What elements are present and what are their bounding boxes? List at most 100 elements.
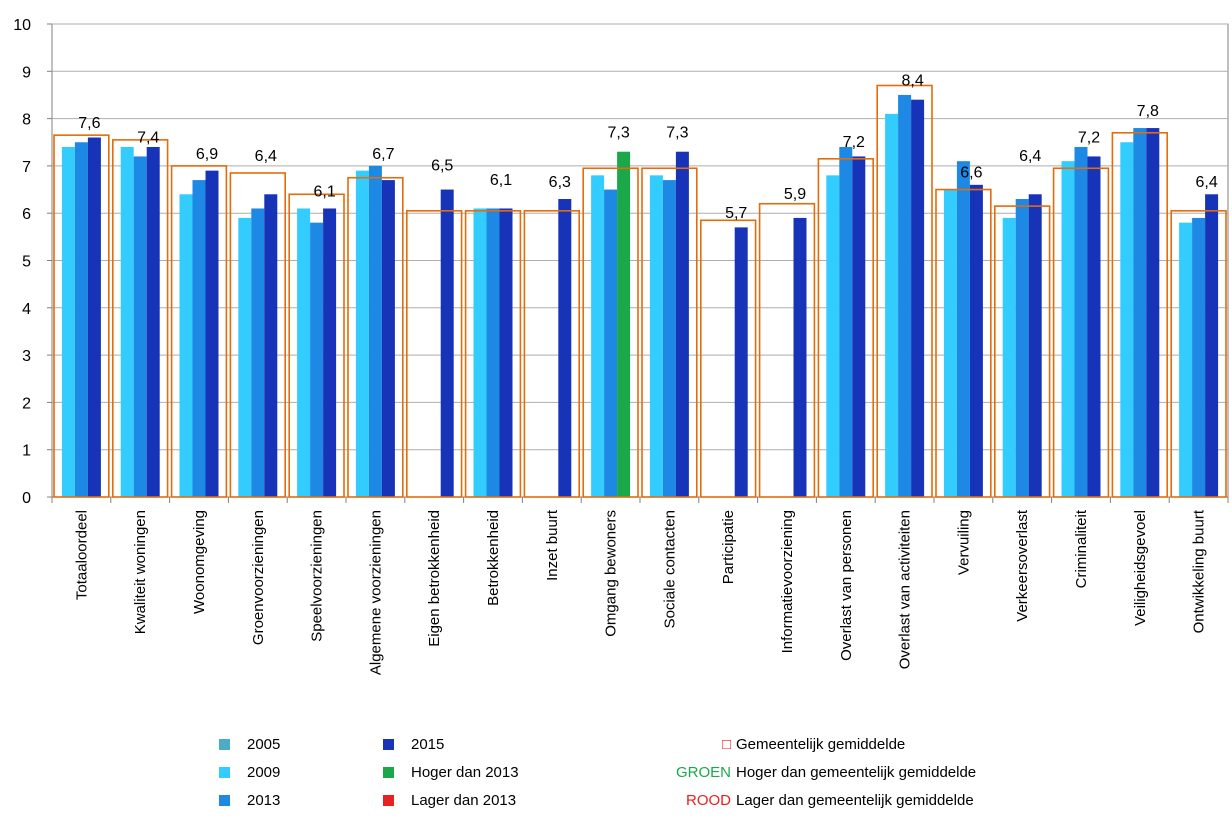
bar-2009 <box>1061 161 1075 498</box>
legend-label-rood: Lager dan gemeentelijk gemiddelde <box>736 792 974 809</box>
x-tick-label: Sociale contacten <box>661 510 678 628</box>
bar-2009 <box>943 189 957 498</box>
data-label: 5,9 <box>784 186 806 203</box>
bar-2015 <box>87 137 101 497</box>
x-tick-label: Betrokkenheid <box>485 510 502 606</box>
municipal-average-outline <box>229 172 286 498</box>
bar-2015 <box>1087 156 1101 497</box>
bar-2009 <box>649 175 663 498</box>
bar-2009 <box>473 208 487 497</box>
legend-item-rood: ROOD Lager dan gemeentelijk gemiddelde <box>673 792 974 809</box>
legend-label-2013: 2013 <box>247 792 281 809</box>
bar-2013 <box>368 165 382 497</box>
legend-label-2015: 2015 <box>411 736 445 753</box>
data-label: 7,8 <box>1137 103 1159 120</box>
data-label: 6,7 <box>372 146 394 163</box>
data-label: 6,3 <box>549 174 571 191</box>
municipal-average-outline <box>53 134 110 498</box>
municipal-average-outline <box>993 205 1051 498</box>
bar-2015 <box>793 217 807 497</box>
y-tick-label: 9 <box>22 64 31 81</box>
legend-item-hoger: Hoger dan 2013 <box>383 764 519 781</box>
y-tick-label: 4 <box>22 301 31 318</box>
x-tick-label: Kwaliteit woningen <box>132 510 149 634</box>
bar-2009 <box>826 175 840 498</box>
x-tick-label: Participatie <box>720 510 737 584</box>
legend-label-average: Gemeentelijk gemiddelde <box>736 736 906 753</box>
data-label: 5,7 <box>725 205 747 222</box>
legend-item-average: □ Gemeentelijk gemiddelde <box>673 736 905 753</box>
y-tick-label: 10 <box>13 17 31 34</box>
bar-2009 <box>61 146 75 498</box>
y-tick-label: 2 <box>22 395 31 412</box>
y-tick-label: 7 <box>22 159 31 176</box>
bar-2009 <box>120 146 134 498</box>
x-tick-label: Omgang bewoners <box>603 510 620 637</box>
municipal-average-outline <box>876 84 933 498</box>
bar-2015 <box>205 170 219 497</box>
data-label: 7,6 <box>78 115 100 132</box>
legend-swatch-2009 <box>219 767 230 778</box>
bar-2009 <box>1002 217 1016 497</box>
data-label: 6,6 <box>960 165 982 182</box>
bar-2013 <box>1192 217 1206 497</box>
bar-2009 <box>1179 222 1193 497</box>
bar-2009 <box>885 113 899 498</box>
data-label: 6,4 <box>1019 148 1041 165</box>
bar-2015 <box>381 180 395 497</box>
municipal-average-outline <box>817 158 875 498</box>
bar-2013 <box>956 161 970 498</box>
municipal-average-outline <box>582 167 639 498</box>
x-tick-label: Speelvoorzieningen <box>309 510 326 642</box>
bar-2015 <box>1146 128 1160 497</box>
municipal-average-outline <box>405 210 463 498</box>
x-tick-label: Ontwikkeling buurt <box>1191 509 1208 633</box>
legend-item-lager: Lager dan 2013 <box>383 792 516 809</box>
x-tick-label: Woonomgeving <box>191 510 208 614</box>
bar-2015 <box>440 189 454 498</box>
legend-item-groen: GROEN Hoger dan gemeentelijk gemiddelde <box>673 764 976 781</box>
municipal-average-outline <box>523 210 581 498</box>
bar-2015 <box>852 156 866 497</box>
bar-2013 <box>898 94 912 497</box>
bar-2013 <box>133 156 147 497</box>
bar-2009 <box>238 217 252 497</box>
legend-code-rood: ROOD <box>686 792 731 809</box>
legend-label-2005: 2005 <box>247 736 281 753</box>
bar-2013 <box>192 180 206 497</box>
bar-2013 <box>251 208 265 497</box>
bar-2013 <box>486 208 500 497</box>
bar-2015 <box>911 99 925 498</box>
y-tick-label: 5 <box>22 254 31 271</box>
bar-2009 <box>1120 142 1134 497</box>
legend-code-groen: GROEN <box>675 764 731 781</box>
legend-label-2009: 2009 <box>247 764 281 781</box>
bar-2013 <box>1074 146 1088 498</box>
bar-2013 <box>1133 128 1147 497</box>
bar-2015 <box>675 151 689 497</box>
y-tick-label: 3 <box>22 348 31 365</box>
legend-label-hoger: Hoger dan 2013 <box>411 764 519 781</box>
municipal-average-outline <box>464 210 522 498</box>
x-tick-label: Groenvoorzieningen <box>250 510 267 645</box>
municipal-average-outline <box>641 167 698 498</box>
data-label: 6,4 <box>255 148 277 165</box>
data-label: 6,1 <box>313 184 335 201</box>
data-label: 7,3 <box>666 125 688 142</box>
data-label: 8,4 <box>901 72 923 89</box>
x-tick-label: Informatievoorziening <box>779 510 796 653</box>
municipal-average-outline <box>1111 131 1169 498</box>
bar-2015 <box>146 146 160 498</box>
bar-2015 <box>734 227 748 497</box>
legend-label-lager: Lager dan 2013 <box>411 792 517 809</box>
x-tick-label: Algemene voorzieningen <box>367 510 384 675</box>
municipal-average-outline <box>170 165 228 498</box>
data-label: 6,1 <box>490 172 512 189</box>
legend-swatch-lager <box>383 795 394 806</box>
bar-chart: 0 1 2 3 4 5 6 7 8 9 10 7,6 Totaaloordeel 7,4 Kwaliteit… <box>13 17 1229 675</box>
x-tick-label: Veiligheidsgevoel <box>1132 510 1149 626</box>
municipal-average-outline <box>112 139 169 498</box>
legend-item-2005: 2005 <box>219 736 280 753</box>
legend-label-groen: Hoger dan gemeentelijk gemiddelde <box>736 764 977 781</box>
legend-swatch-2005 <box>219 739 230 750</box>
